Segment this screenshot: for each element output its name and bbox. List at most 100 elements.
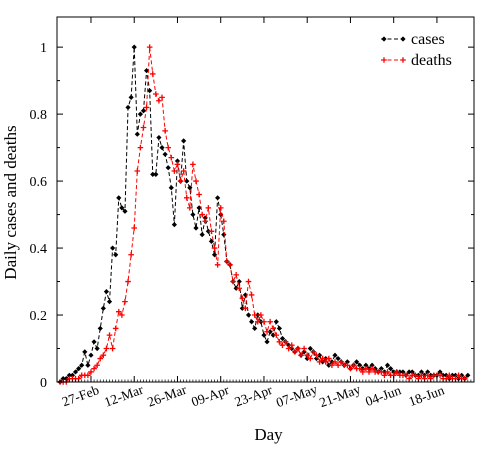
x-axis-label: Day <box>254 425 283 444</box>
data-point-cases <box>156 134 162 141</box>
y-axis-label: Daily cases and deaths <box>1 125 20 279</box>
data-point-cases <box>400 369 406 375</box>
series-layer <box>57 44 471 385</box>
data-point-cases <box>406 369 412 375</box>
data-point-cases <box>215 195 221 201</box>
data-point-cases <box>168 185 174 191</box>
x-tick-label: 23-Apr <box>233 382 275 410</box>
data-point-deaths <box>301 345 307 352</box>
data-point-cases <box>409 369 415 375</box>
data-point-deaths <box>446 372 453 379</box>
data-point-deaths <box>363 365 369 372</box>
data-point-deaths <box>97 355 104 362</box>
data-point-cases <box>332 352 338 358</box>
data-point-deaths <box>168 154 175 161</box>
data-point-deaths <box>196 191 202 198</box>
data-point-cases <box>134 131 140 137</box>
data-point-deaths <box>143 104 150 111</box>
data-point-cases <box>171 222 177 228</box>
data-point-cases <box>91 339 97 345</box>
data-point-deaths <box>295 345 301 352</box>
data-point-cases <box>369 362 375 368</box>
data-point-cases <box>153 171 159 177</box>
data-point-cases <box>174 158 181 164</box>
data-point-cases <box>181 138 187 144</box>
data-point-deaths <box>332 359 338 365</box>
data-point-cases <box>110 245 116 251</box>
x-tick-label: 27-Feb <box>60 382 101 409</box>
plot-frame <box>56 16 475 383</box>
data-point-cases <box>82 349 88 355</box>
data-point-deaths <box>344 362 351 369</box>
data-point-deaths <box>149 71 156 77</box>
legend-marker <box>400 36 406 42</box>
legend-item-cases: cases <box>381 31 445 48</box>
data-point-deaths <box>221 218 227 225</box>
data-point-deaths <box>233 272 239 278</box>
data-point-cases <box>465 372 471 378</box>
y-tick-label: 0.4 <box>30 242 48 257</box>
data-point-deaths <box>214 261 221 268</box>
data-point-deaths <box>171 168 178 174</box>
data-point-deaths <box>455 372 462 379</box>
data-point-cases <box>307 345 313 352</box>
data-point-cases <box>264 339 270 345</box>
data-point-deaths <box>313 352 320 359</box>
data-point-cases <box>286 342 292 348</box>
data-point-deaths <box>326 355 332 362</box>
data-point-deaths <box>264 328 270 335</box>
data-point-deaths <box>159 94 165 101</box>
data-point-cases <box>372 366 378 372</box>
data-point-cases <box>335 355 341 362</box>
data-point-deaths <box>285 345 292 352</box>
data-point-cases <box>440 372 446 378</box>
data-point-deaths <box>393 369 400 375</box>
data-point-deaths <box>412 372 419 379</box>
data-point-deaths <box>307 355 314 362</box>
data-point-cases <box>357 362 363 368</box>
data-point-cases <box>205 228 211 234</box>
x-tick-label: 04-Jun <box>363 382 403 409</box>
data-point-cases <box>446 376 452 382</box>
data-point-cases <box>354 359 360 365</box>
data-point-deaths <box>100 352 107 359</box>
data-point-deaths <box>227 261 233 268</box>
data-point-deaths <box>85 372 91 379</box>
data-point-deaths <box>199 211 205 218</box>
data-point-deaths <box>319 355 326 362</box>
data-point-cases <box>344 359 350 365</box>
data-point-deaths <box>156 97 162 104</box>
data-point-cases <box>388 366 394 372</box>
data-point-deaths <box>109 345 116 352</box>
data-point-cases <box>122 208 128 214</box>
data-point-cases <box>384 362 391 368</box>
data-point-deaths <box>270 325 277 332</box>
data-point-cases <box>193 225 199 231</box>
y-tick-label: 0.6 <box>30 175 48 190</box>
data-point-cases <box>363 362 369 368</box>
data-point-deaths <box>217 205 224 211</box>
data-point-cases <box>128 94 134 100</box>
data-point-deaths <box>128 251 134 258</box>
data-point-deaths <box>273 332 280 338</box>
data-point-deaths <box>131 225 138 231</box>
data-point-deaths <box>205 205 212 211</box>
data-point-deaths <box>146 44 153 50</box>
data-point-deaths <box>177 178 184 184</box>
data-point-cases <box>378 366 384 372</box>
data-point-cases <box>415 372 421 378</box>
data-point-deaths <box>282 339 289 345</box>
data-point-deaths <box>384 369 391 375</box>
x-tick-label: 09-Apr <box>189 382 231 410</box>
data-point-cases <box>100 305 106 311</box>
data-point-deaths <box>193 178 199 184</box>
data-point-deaths <box>134 168 141 174</box>
data-point-deaths <box>261 318 267 325</box>
data-point-deaths <box>267 318 273 325</box>
data-point-deaths <box>369 365 375 372</box>
x-tick-label: 12-Mar <box>102 382 146 410</box>
data-point-deaths <box>251 312 258 318</box>
data-point-cases <box>106 299 113 305</box>
series-line-deaths <box>60 47 465 383</box>
